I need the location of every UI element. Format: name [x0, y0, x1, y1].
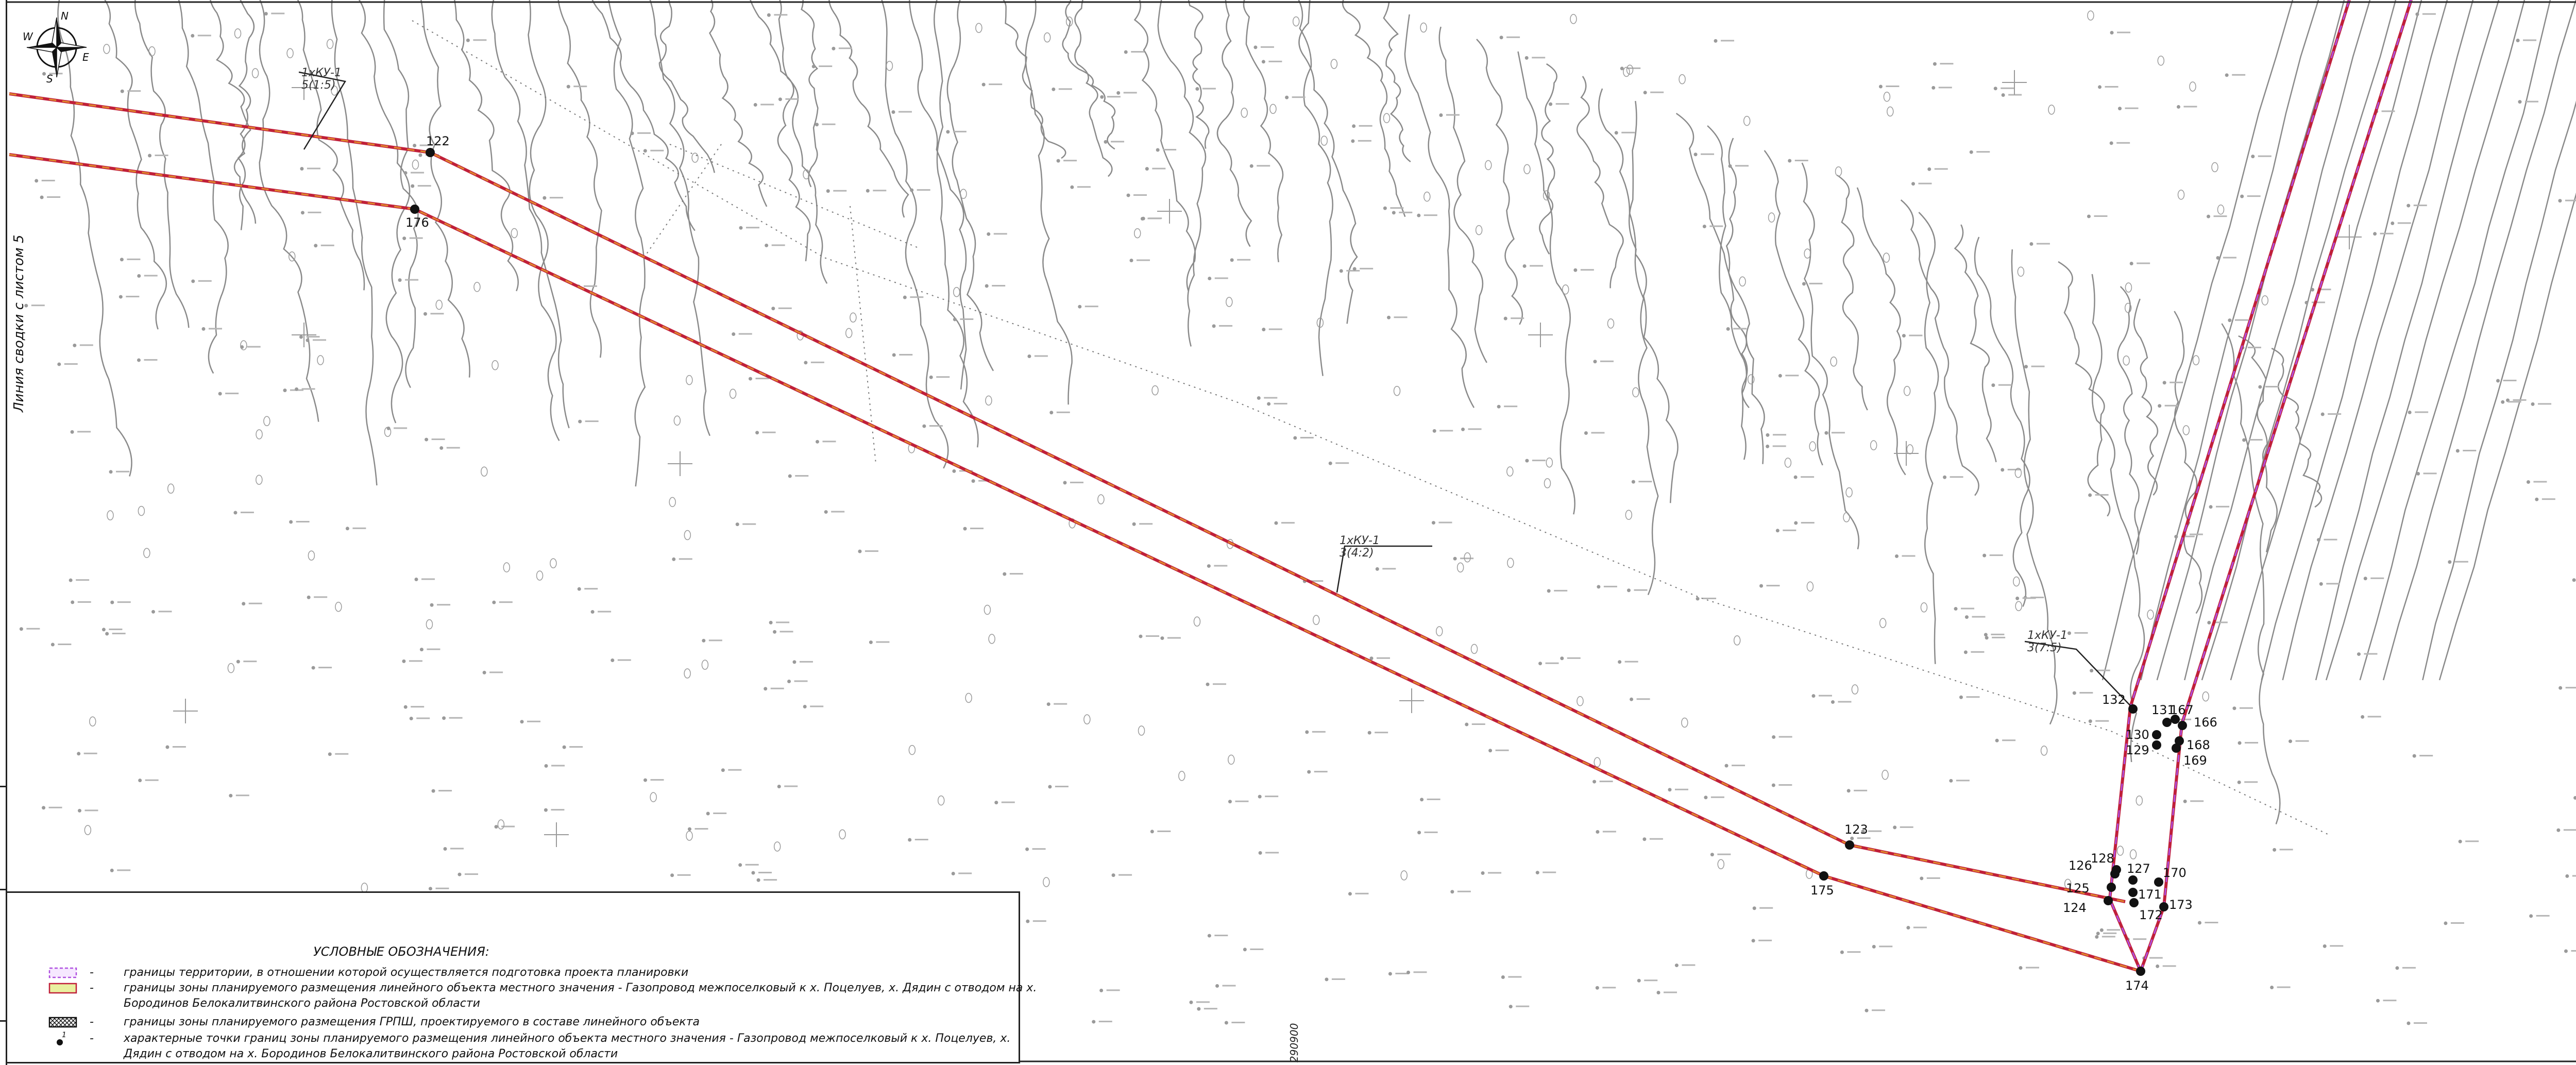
svg-text:176: 176 — [405, 215, 429, 230]
dotted-lines — [412, 20, 2329, 835]
branch-left — [2108, 0, 2351, 972]
legend-text: границы территории, в отношении которой … — [124, 966, 689, 979]
elevation-marks — [19, 12, 2576, 1025]
boundary-point: 166 — [2178, 715, 2217, 730]
svg-text:131: 131 — [2151, 703, 2175, 717]
svg-text:122: 122 — [426, 134, 450, 148]
svg-text:127: 127 — [2127, 861, 2150, 876]
boundary-point: 131 — [2151, 703, 2175, 727]
boundary-point: 127 — [2127, 861, 2150, 885]
branch-right-dash — [2140, 0, 2412, 972]
svg-text:1хКУ-1: 1хКУ-1 — [301, 66, 342, 79]
svg-text:168: 168 — [2187, 738, 2210, 752]
svg-text:167: 167 — [2170, 703, 2194, 717]
legend-text: границы зоны планируемого размещения лин… — [124, 982, 1037, 1010]
boundary-point: 171 — [2128, 887, 2162, 902]
boundary-point: 170 — [2154, 866, 2187, 887]
svg-text:170: 170 — [2163, 866, 2187, 880]
svg-text:129: 129 — [2126, 743, 2149, 757]
boundary-point: 174 — [2125, 967, 2149, 993]
callout-right: 1хКУ-1 3(7:5) — [2027, 629, 2067, 654]
svg-text:174: 174 — [2125, 978, 2149, 993]
legend-dash: - — [90, 1016, 94, 1028]
svg-text:3(7:5): 3(7:5) — [2027, 641, 2062, 654]
boundary-point: 128 — [2091, 851, 2121, 874]
svg-text:W: W — [23, 30, 33, 43]
frame-tick — [0, 1020, 7, 1022]
svg-text:172: 172 — [2139, 908, 2163, 922]
legend-panel: УСЛОВНЫЕ ОБОЗНАЧЕНИЯ: - границы территор… — [7, 891, 1037, 1063]
svg-text:123: 123 — [1844, 822, 1868, 837]
corridor-lower-dash — [9, 154, 2141, 972]
corridor-upper-dash — [9, 93, 2126, 903]
legend-dash: - — [90, 1032, 94, 1045]
svg-text:132: 132 — [2102, 692, 2126, 707]
boundary-point: 124 — [2063, 896, 2113, 915]
svg-text:169: 169 — [2183, 753, 2207, 768]
svg-text:3(4:2): 3(4:2) — [1340, 547, 1374, 560]
boundary-point: 168 — [2175, 736, 2210, 752]
vegetation-symbols — [84, 10, 2268, 893]
zone-boundary-symbol — [48, 983, 77, 994]
frame-tick — [0, 786, 7, 787]
boundary-point: 132 — [2102, 692, 2138, 714]
svg-text:1хКУ-1: 1хКУ-1 — [1340, 534, 1380, 547]
corridor-lower — [9, 153, 2141, 973]
svg-text:S: S — [46, 73, 53, 85]
pipeline-corridor — [9, 0, 2413, 973]
legend-text: границы зоны планируемого размещения ГРП… — [124, 1016, 700, 1028]
compass-rose: N S W E — [23, 10, 89, 85]
boundary-point: 176 — [405, 205, 429, 230]
svg-text:1хКУ-1: 1хКУ-1 — [2027, 629, 2067, 642]
grid-crosses — [173, 70, 2362, 847]
svg-text:173: 173 — [2169, 898, 2193, 912]
boundary-point: 125 — [2066, 881, 2116, 895]
svg-text:5(1:5): 5(1:5) — [301, 79, 336, 92]
legend-dash: - — [90, 982, 94, 994]
boundary-point: 175 — [1810, 871, 1834, 898]
svg-text:N: N — [61, 10, 69, 22]
legend-dash: - — [90, 966, 94, 979]
svg-text:124: 124 — [2063, 901, 2087, 915]
sheet-join-label: Линия сводки с листом 5 — [11, 234, 27, 412]
boundary-point: 130 — [2126, 728, 2161, 742]
svg-text:130: 130 — [2126, 728, 2149, 742]
boundary-point: 129 — [2126, 740, 2161, 757]
branch-right — [2139, 0, 2413, 972]
coordinate-label: 290900 — [1288, 1023, 1300, 1062]
svg-text:126: 126 — [2069, 858, 2092, 873]
callout-leaders — [298, 71, 2136, 712]
boundary-point: 122 — [426, 134, 450, 157]
callout-top: 1хКУ-1 5(1:5) — [301, 66, 342, 92]
boundary-point: 123 — [1844, 822, 1868, 850]
svg-text:166: 166 — [2194, 715, 2217, 730]
corridor-upper — [9, 92, 2126, 903]
left-frame — [0, 0, 7, 1065]
boundary-point: 169 — [2172, 743, 2207, 768]
terrain-contours — [57, 0, 2576, 824]
frame-tick — [0, 889, 7, 890]
boundary-point: 172 — [2129, 898, 2163, 922]
legend-title: УСЛОВНЫЕ ОБОЗНАЧЕНИЯ: — [313, 944, 489, 959]
grpsh-zone-symbol — [48, 1017, 77, 1028]
legend-text: характерные точки границ зоны планируемо… — [124, 1032, 1011, 1060]
territory-boundary-symbol — [48, 967, 77, 978]
svg-text:171: 171 — [2138, 887, 2162, 902]
svg-text:E: E — [82, 51, 89, 63]
branch-left-dash — [2109, 0, 2350, 972]
svg-text:175: 175 — [1810, 883, 1834, 898]
svg-text:1: 1 — [62, 1031, 66, 1039]
boundary-point: 167 — [2170, 703, 2194, 724]
callout-mid: 1хКУ-1 3(4:2) — [1340, 534, 1380, 560]
svg-text:128: 128 — [2091, 851, 2114, 866]
svg-text:125: 125 — [2066, 881, 2090, 895]
boundary-point: 173 — [2159, 898, 2193, 912]
boundary-point-symbol: 1 — [57, 1031, 66, 1045]
